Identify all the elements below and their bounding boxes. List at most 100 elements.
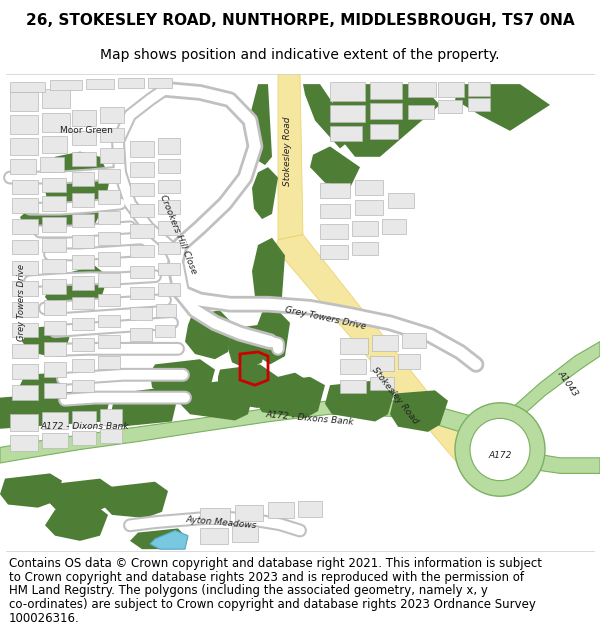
Polygon shape [12,240,38,254]
Text: 26, STOKESLEY ROAD, NUNTHORPE, MIDDLESBROUGH, TS7 0NA: 26, STOKESLEY ROAD, NUNTHORPE, MIDDLESBR… [26,13,574,28]
Polygon shape [130,286,154,299]
Polygon shape [44,383,66,398]
Polygon shape [500,442,600,473]
Polygon shape [370,377,394,391]
Polygon shape [98,294,120,306]
Polygon shape [340,359,366,374]
Polygon shape [303,84,355,149]
Polygon shape [148,78,172,88]
Text: Crookers Hill Close: Crookers Hill Close [158,194,198,276]
Polygon shape [98,211,120,224]
Polygon shape [382,219,406,234]
Polygon shape [42,177,66,192]
Polygon shape [252,167,278,219]
Polygon shape [255,308,290,364]
Text: Moor Green: Moor Green [60,126,113,136]
Polygon shape [0,74,600,551]
Polygon shape [0,401,500,463]
Polygon shape [438,100,462,113]
Polygon shape [86,79,114,89]
Polygon shape [130,141,154,157]
Polygon shape [100,409,122,424]
Polygon shape [72,214,94,228]
Polygon shape [320,182,350,198]
Polygon shape [72,297,94,309]
Polygon shape [48,479,112,515]
Polygon shape [320,204,350,218]
Polygon shape [330,82,365,101]
Polygon shape [12,261,38,275]
Circle shape [470,418,530,481]
Polygon shape [325,380,395,421]
Polygon shape [42,196,66,211]
Polygon shape [158,283,180,296]
Polygon shape [98,253,120,266]
Polygon shape [370,103,402,119]
Polygon shape [468,98,490,111]
Polygon shape [10,435,38,451]
Polygon shape [310,146,360,188]
Polygon shape [130,182,154,196]
Polygon shape [390,391,448,432]
Polygon shape [12,198,38,213]
Polygon shape [320,224,348,239]
Polygon shape [98,336,120,348]
Polygon shape [468,82,490,96]
Polygon shape [98,190,120,204]
Polygon shape [44,362,66,377]
Polygon shape [355,201,383,215]
Text: Map shows position and indicative extent of the property.: Map shows position and indicative extent… [100,48,500,62]
Polygon shape [156,304,176,317]
Polygon shape [100,127,124,142]
Polygon shape [100,107,124,123]
Polygon shape [130,528,188,549]
Polygon shape [158,138,180,154]
Polygon shape [402,333,426,348]
Polygon shape [158,242,180,254]
Text: Grey Towers Drive: Grey Towers Drive [284,305,367,331]
Polygon shape [42,113,70,132]
Polygon shape [372,336,398,351]
Polygon shape [252,238,285,308]
Polygon shape [72,380,94,392]
Polygon shape [185,311,232,359]
Polygon shape [72,431,96,446]
Polygon shape [130,328,152,341]
Polygon shape [158,221,180,234]
Text: Stokesley Road: Stokesley Road [283,117,292,186]
Polygon shape [72,110,96,126]
Polygon shape [370,124,398,139]
Polygon shape [45,504,108,541]
Polygon shape [398,354,420,369]
Polygon shape [18,372,68,404]
Polygon shape [130,224,154,238]
Polygon shape [320,245,348,259]
Polygon shape [72,339,94,351]
Text: A172: A172 [488,451,512,460]
Polygon shape [72,173,94,186]
Polygon shape [130,266,154,278]
Polygon shape [218,364,278,408]
Polygon shape [352,242,378,256]
Polygon shape [12,179,38,194]
Polygon shape [278,74,303,240]
Polygon shape [10,115,38,134]
Polygon shape [98,314,120,327]
Polygon shape [158,201,180,214]
Polygon shape [42,238,66,252]
Text: to Crown copyright and database rights 2023 and is reproduced with the permissio: to Crown copyright and database rights 2… [9,571,524,584]
Polygon shape [130,162,154,176]
Polygon shape [232,526,258,542]
Polygon shape [12,323,38,338]
Polygon shape [250,84,272,165]
Polygon shape [72,411,96,427]
Polygon shape [12,281,38,296]
Polygon shape [0,473,62,508]
Polygon shape [50,80,82,91]
Text: co-ordinates) are subject to Crown copyright and database rights 2023 Ordnance S: co-ordinates) are subject to Crown copyr… [9,598,536,611]
Polygon shape [102,482,168,518]
Polygon shape [45,266,108,312]
Polygon shape [130,308,152,320]
Polygon shape [72,276,94,289]
Polygon shape [10,92,38,111]
